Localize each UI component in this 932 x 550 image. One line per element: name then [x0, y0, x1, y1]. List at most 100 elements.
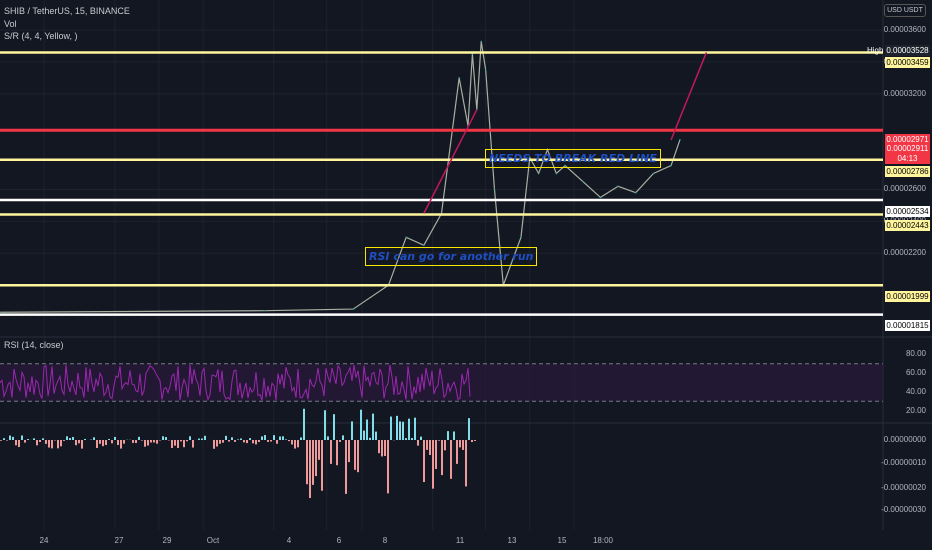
oscillator-bar	[258, 440, 260, 442]
oscillator-bar	[390, 416, 392, 440]
oscillator-bar	[468, 418, 470, 440]
oscillator-bar	[384, 440, 386, 457]
oscillator-bar	[279, 436, 281, 440]
time-tick-label: 6	[336, 536, 342, 545]
oscillator-bar	[216, 440, 218, 447]
price-tag-value: 0.00002911	[886, 144, 929, 153]
oscillator-panel[interactable]	[0, 408, 476, 499]
oscillator-bar	[219, 440, 221, 444]
oscillator-bar	[249, 438, 251, 440]
oscillator-bar	[171, 440, 173, 449]
oscillator-bar	[267, 440, 269, 442]
sr-indicator-label[interactable]: S/R (4, 4, Yellow, )	[4, 31, 78, 41]
rsi-band	[0, 363, 883, 402]
price-tag: 0.00002971	[885, 134, 930, 145]
volume-indicator-label[interactable]: Vol	[4, 19, 17, 29]
price-point	[634, 191, 637, 194]
oscillator-bar	[81, 440, 83, 449]
oscillator-bar	[297, 440, 299, 448]
oscillator-bar	[306, 440, 308, 485]
oscillator-bar	[456, 440, 458, 464]
oscillator-bar	[309, 440, 311, 499]
time-tick-label: 29	[162, 536, 172, 545]
oscillator-bar	[78, 440, 80, 444]
oscillator-bar	[234, 440, 236, 442]
rsi-tick-label: 20.00	[905, 405, 926, 415]
oscillator-bar	[381, 440, 383, 457]
oscillator-bar	[57, 440, 59, 449]
oscillator-bar	[135, 440, 137, 444]
price-point	[405, 236, 407, 239]
oscillator-bar	[438, 440, 440, 441]
price-point	[555, 172, 558, 175]
oscillator-bar	[18, 440, 20, 448]
oscillator-bar	[288, 440, 290, 442]
oscillator-bar	[285, 439, 287, 440]
price-point	[679, 139, 681, 141]
oscillator-bar	[408, 418, 410, 440]
oscillator-bar	[327, 436, 329, 440]
oscillator-bar	[411, 438, 413, 440]
oscillator-bar	[150, 440, 152, 443]
price-point	[670, 164, 672, 167]
symbol-title: SHIB / TetherUS, 15, BINANCE	[4, 6, 130, 16]
oscillator-bar	[48, 440, 50, 448]
oscillator-bar	[366, 419, 368, 440]
oscillator-bar	[471, 440, 473, 443]
oscillator-bar	[336, 440, 338, 466]
oscillator-bar	[444, 440, 446, 451]
price-point	[458, 77, 460, 79]
oscillator-bar	[261, 436, 263, 440]
oscillator-bar	[120, 440, 122, 449]
oscillator-bar	[420, 436, 422, 440]
price-point	[529, 156, 531, 159]
price-tag-value: 0.00001999	[886, 292, 929, 301]
rsi-indicator-label[interactable]: RSI (14, close)	[4, 340, 64, 350]
time-tick-label: 24	[39, 536, 49, 545]
time-tick-label: 13	[507, 536, 517, 545]
annotation-break-red-line[interactable]: NEEDS TO BREAK RED LINE	[485, 149, 661, 168]
currency-badge[interactable]: USD USDT	[884, 4, 926, 17]
oscillator-tick-label: 0.00000000	[883, 435, 926, 444]
oscillator-bar	[27, 439, 29, 440]
oscillator-bar	[60, 440, 62, 447]
oscillator-bar	[270, 440, 272, 442]
price-point	[480, 40, 483, 43]
oscillator-bar	[132, 440, 134, 443]
annotation-rsi-note[interactable]: RSI can go for another run	[365, 247, 538, 266]
oscillator-bar	[252, 440, 254, 444]
time-tick-label: Oct	[206, 536, 220, 545]
oscillator-bar	[42, 438, 44, 440]
oscillator-bar	[222, 440, 224, 443]
price-point	[0, 311, 1, 314]
oscillator-bar	[0, 440, 2, 441]
trend-line	[423, 109, 478, 214]
oscillator-bar	[426, 440, 428, 450]
oscillator-bar	[228, 440, 230, 442]
oscillator-bar	[405, 438, 407, 440]
oscillator-tick-label: -0.00000010	[881, 458, 926, 467]
price-point	[564, 164, 566, 167]
price-point	[537, 172, 540, 175]
oscillator-bar	[264, 435, 266, 440]
oscillator-bar	[312, 440, 314, 485]
oscillator-bar	[102, 440, 104, 447]
rsi-tick-label: 40.00	[905, 386, 926, 396]
oscillator-bar	[240, 438, 242, 440]
price-point	[264, 309, 266, 312]
price-tag: 0.00002911	[885, 143, 930, 154]
oscillator-bar	[357, 440, 359, 473]
oscillator-bar	[39, 440, 41, 442]
projection-line	[670, 52, 708, 141]
oscillator-bar	[24, 440, 26, 443]
rsi-panel[interactable]	[0, 363, 883, 402]
rsi-line	[0, 364, 471, 402]
oscillator-bar	[417, 440, 419, 446]
oscillator-bar	[369, 437, 371, 440]
time-tick-label: 18:00	[592, 536, 614, 545]
price-panel[interactable]	[0, 40, 681, 314]
oscillator-bar	[51, 440, 53, 449]
oscillator-bar	[192, 440, 194, 448]
oscillator-bar	[315, 440, 317, 477]
